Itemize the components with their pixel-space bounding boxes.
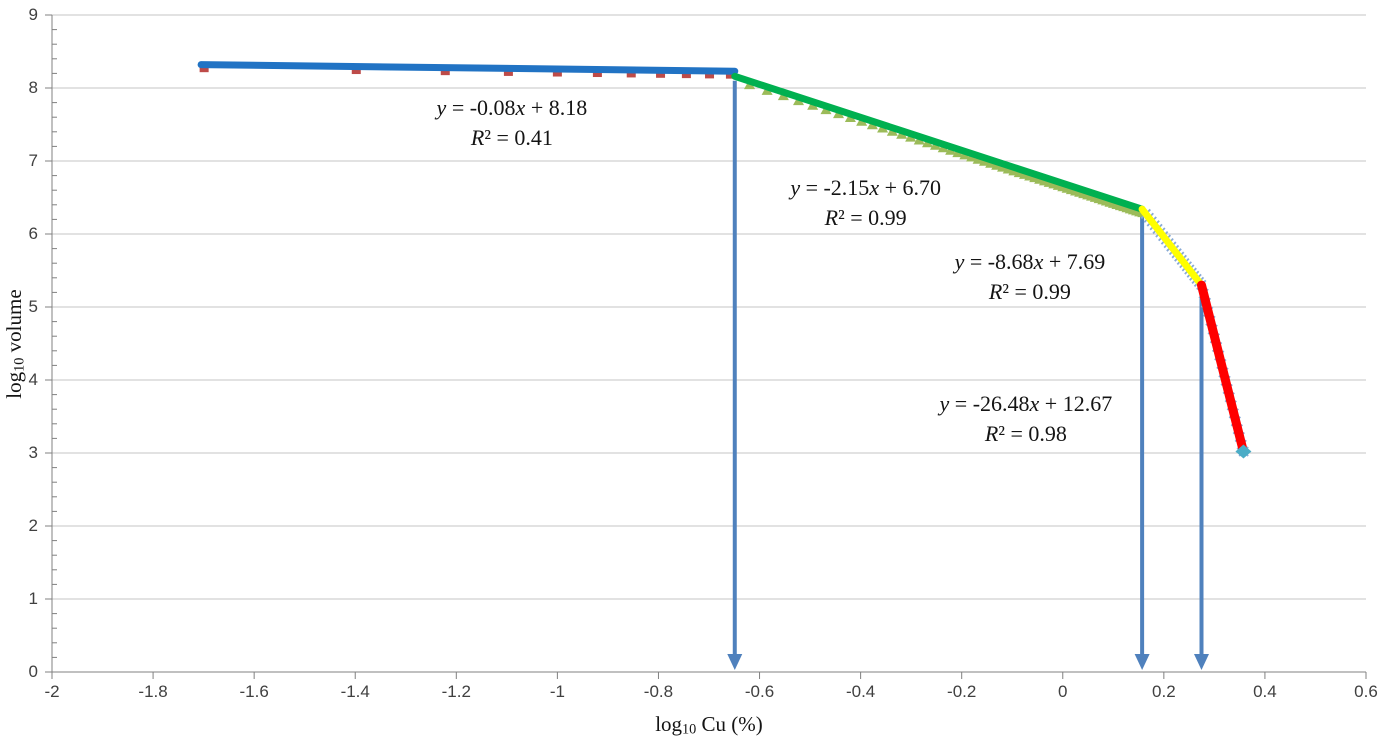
- y-tick-label: 1: [28, 589, 38, 608]
- y-tick-label: 8: [28, 78, 38, 97]
- y-tick-label: 6: [28, 224, 38, 243]
- x-tick-label: 0.6: [1354, 682, 1378, 701]
- x-tick-label: -1.8: [138, 682, 168, 701]
- x-tick-label: 0: [1058, 682, 1068, 701]
- y-tick-label: 7: [28, 151, 38, 170]
- trend-4-steepest: [1196, 280, 1248, 457]
- x-tick-label: -1.6: [239, 682, 269, 701]
- y-tick-label: 0: [28, 662, 38, 681]
- breakpoint-arrow-head-icon: [1193, 654, 1209, 670]
- x-tick-label: -0.4: [845, 682, 876, 701]
- equation-label: y = -2.15x + 6.70 R² = 0.99: [790, 175, 941, 231]
- equation-label: y = -8.68x + 7.69 R² = 0.99: [954, 249, 1106, 305]
- x-tick-label: 0.4: [1253, 682, 1277, 701]
- x-tick-label: -1: [549, 682, 565, 701]
- equation-label: y = -26.48x + 12.67 R² = 0.98: [939, 390, 1113, 446]
- x-tick-label: -0.2: [947, 682, 977, 701]
- x-tick-label: -0.8: [643, 682, 674, 701]
- y-tick-label: 3: [28, 443, 38, 462]
- equation-label: y = -0.08x + 8.18 R² = 0.41: [436, 95, 588, 151]
- breakpoint-arrow-head-icon: [727, 654, 743, 670]
- x-tick-label: -1.2: [441, 682, 471, 701]
- y-axis-title: log10 volume: [2, 288, 28, 399]
- series-end-diamond-marker: [1235, 444, 1252, 459]
- x-tick-label: -1.4: [340, 682, 370, 701]
- x-tick-label: -0.6: [744, 682, 775, 701]
- breakpoint-arrow-head-icon: [1134, 654, 1150, 670]
- trend-3-steep: [1138, 205, 1205, 289]
- y-tick-label: 4: [28, 370, 38, 389]
- trend-2-mid: [731, 72, 1146, 213]
- x-tick-label: 0.2: [1152, 682, 1176, 701]
- y-tick-label: 5: [28, 297, 38, 316]
- x-axis-title: log10 Cu (%): [655, 712, 763, 738]
- x-tick-label: -2: [44, 682, 60, 701]
- y-tick-label: 9: [28, 5, 38, 24]
- trend-1-flat: [197, 61, 739, 75]
- y-tick-label: 2: [28, 516, 38, 535]
